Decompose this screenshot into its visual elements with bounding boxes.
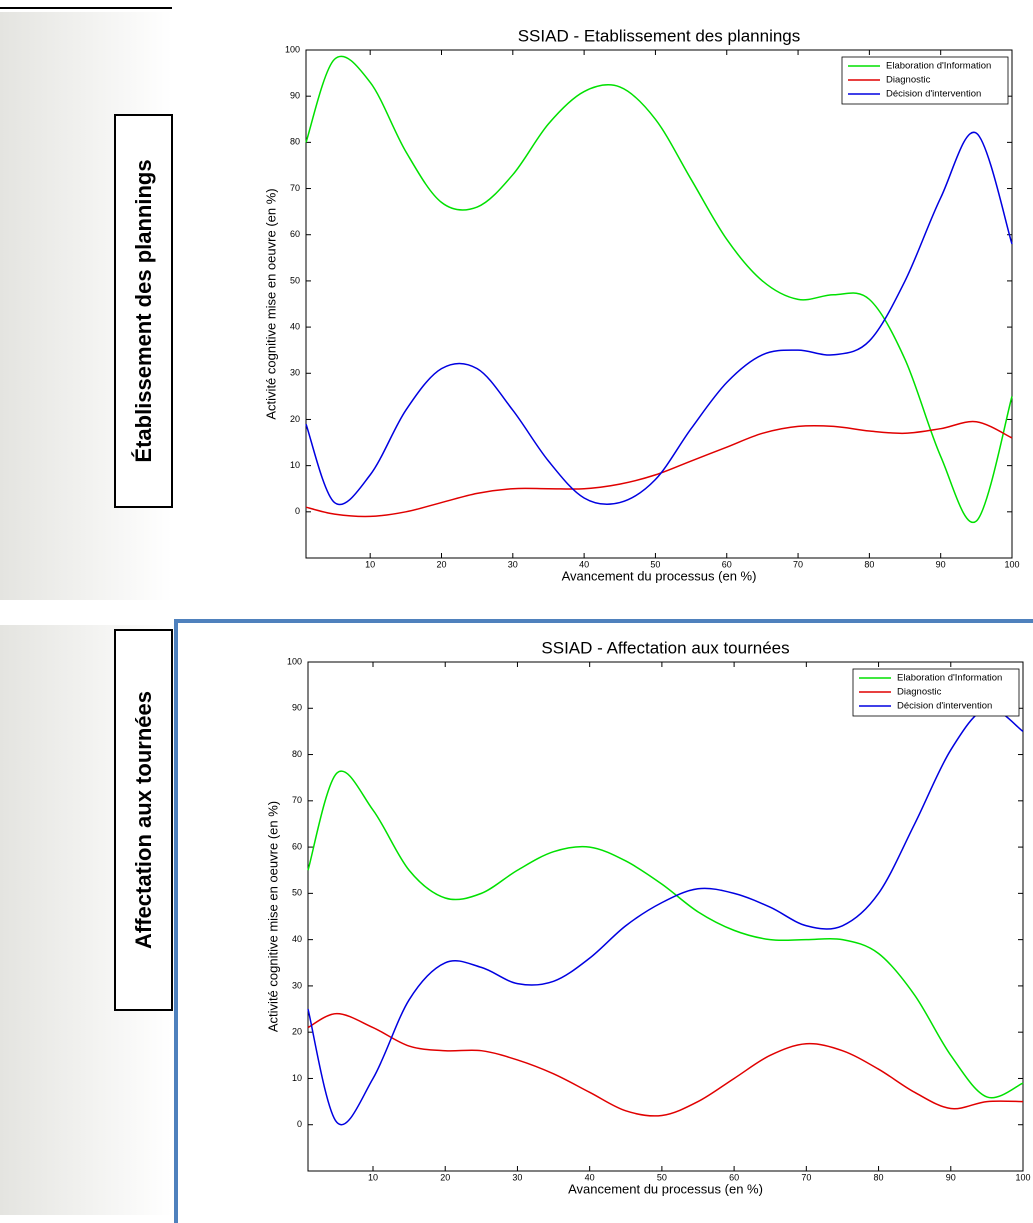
legend-label: Elaboration d'Information — [897, 673, 1002, 684]
line-series — [305, 131, 1013, 506]
x-tick-label: 90 — [946, 1172, 956, 1182]
legend-label: Décision d'intervention — [897, 701, 992, 712]
y-tick-label: 90 — [292, 703, 302, 713]
x-tick-label: 40 — [585, 1172, 595, 1182]
line-series — [307, 1012, 1024, 1117]
frame — [174, 619, 1033, 1223]
y-axis-label: Activité cognitive mise en oeuvre (en %) — [263, 188, 278, 419]
x-tick-label: 30 — [508, 559, 518, 569]
x-tick-label: 20 — [440, 1172, 450, 1182]
y-tick-label: 40 — [290, 321, 300, 331]
x-tick-label: 70 — [793, 559, 803, 569]
x-tick-label: 50 — [650, 559, 660, 569]
y-tick-label: 30 — [292, 980, 302, 990]
panel-label: Affectation aux tournées — [131, 691, 156, 949]
y-tick-label: 80 — [290, 137, 300, 147]
y-tick-label: 50 — [292, 888, 302, 898]
x-tick-label: 100 — [1004, 559, 1019, 569]
x-tick-label: 80 — [874, 1172, 884, 1182]
x-tick-label: 60 — [729, 1172, 739, 1182]
y-tick-label: 50 — [290, 275, 300, 285]
x-tick-label: 90 — [936, 559, 946, 569]
x-tick-label: 10 — [365, 559, 375, 569]
legend-label: Diagnostic — [897, 687, 942, 698]
x-tick-label: 40 — [579, 559, 589, 569]
y-tick-label: 90 — [290, 91, 300, 101]
y-axis-label: Activité cognitive mise en oeuvre (en %) — [265, 801, 280, 1032]
y-tick-label: 30 — [290, 368, 300, 378]
y-tick-label: 80 — [292, 749, 302, 759]
y-tick-label: 70 — [292, 795, 302, 805]
x-tick-label: 80 — [864, 559, 874, 569]
legend-label: Elaboration d'Information — [886, 61, 991, 72]
y-tick-label: 10 — [292, 1073, 302, 1083]
x-tick-label: 30 — [512, 1172, 522, 1182]
line-series — [305, 55, 1013, 524]
y-tick-label: 60 — [292, 841, 302, 851]
x-tick-label: 10 — [368, 1172, 378, 1182]
panel-label: Établissement des plannings — [131, 159, 156, 462]
x-axis-label: Avancement du processus (en %) — [562, 568, 757, 583]
y-tick-label: 10 — [290, 460, 300, 470]
line-series — [307, 707, 1024, 1126]
y-tick-label: 100 — [287, 656, 302, 666]
legend-label: Décision d'intervention — [886, 89, 981, 100]
panel-label-box — [114, 114, 173, 508]
x-tick-label: 20 — [436, 559, 446, 569]
line-series — [307, 770, 1024, 1099]
y-tick-label: 100 — [285, 44, 300, 54]
x-tick-label: 100 — [1015, 1172, 1030, 1182]
plot-area — [305, 49, 1013, 559]
x-axis-label: Avancement du processus (en %) — [568, 1181, 763, 1196]
y-tick-label: 20 — [292, 1027, 302, 1037]
y-tick-label: 0 — [297, 1119, 302, 1129]
y-tick-label: 40 — [292, 934, 302, 944]
x-tick-label: 70 — [801, 1172, 811, 1182]
x-tick-label: 60 — [722, 559, 732, 569]
chart-title: SSIAD - Etablissement des plannings — [518, 26, 801, 45]
plot-area — [307, 661, 1024, 1172]
y-tick-label: 20 — [290, 414, 300, 424]
chart-title: SSIAD - Affectation aux tournées — [541, 638, 789, 657]
legend-label: Diagnostic — [886, 75, 931, 86]
x-tick-label: 50 — [657, 1172, 667, 1182]
y-tick-label: 70 — [290, 183, 300, 193]
line-series — [305, 420, 1013, 518]
y-tick-label: 60 — [290, 229, 300, 239]
y-tick-label: 0 — [295, 506, 300, 516]
panel-label-box — [114, 629, 173, 1011]
